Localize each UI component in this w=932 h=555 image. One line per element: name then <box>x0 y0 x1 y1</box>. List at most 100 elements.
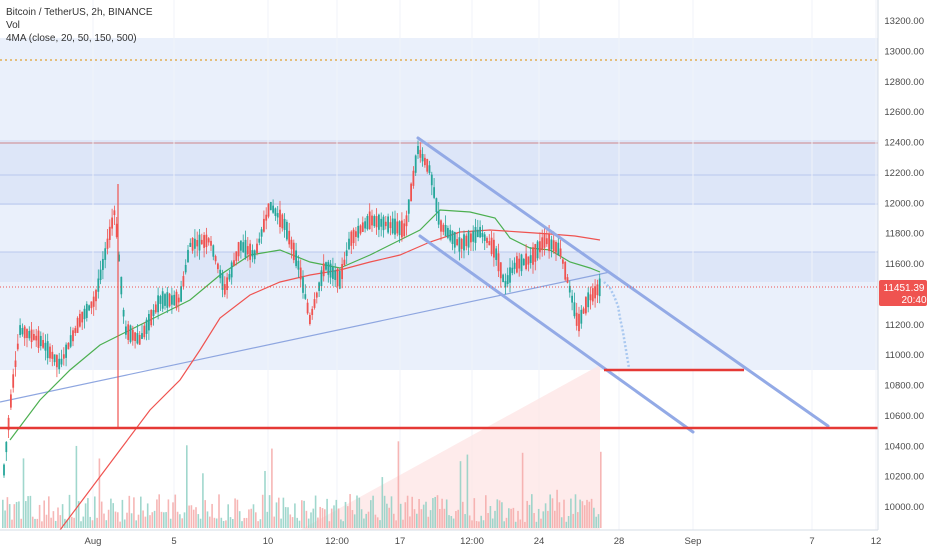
candle-body <box>483 234 486 241</box>
candle-body <box>221 273 224 290</box>
volume-bar <box>266 511 269 528</box>
volume-bar <box>485 495 487 528</box>
candle-body <box>49 346 51 359</box>
candle-body <box>373 216 376 227</box>
volume-bar <box>133 497 135 528</box>
volume-bar <box>229 517 232 528</box>
volume-bar <box>353 514 356 528</box>
candle-body <box>180 286 182 302</box>
candle-body <box>467 231 470 248</box>
volume-bar <box>243 517 246 528</box>
candle-body <box>580 309 583 324</box>
current-price-label: 11451.39 <box>884 283 925 294</box>
candle-body <box>557 242 560 256</box>
channel-lower-line[interactable] <box>418 234 695 434</box>
candle-body <box>148 313 150 331</box>
volume-bar <box>140 496 142 528</box>
volume-bar <box>342 521 344 528</box>
volume-bar <box>455 511 457 528</box>
candle-body <box>177 297 180 303</box>
candle-body <box>46 341 49 359</box>
volume-indicator-label[interactable]: Vol <box>6 20 20 31</box>
volume-bar <box>296 517 298 528</box>
volume-bar <box>13 504 16 528</box>
candle-body <box>173 294 176 306</box>
price-tick-label: 13200.00 <box>884 16 924 27</box>
volume-bar <box>278 497 280 528</box>
candle-body <box>69 335 72 347</box>
volume-bar <box>234 498 236 528</box>
volume-bar <box>448 515 450 528</box>
volume-bar <box>98 458 101 528</box>
candle-body <box>297 260 300 270</box>
volume-bar <box>595 516 597 528</box>
candle-body <box>435 198 438 213</box>
candle-body <box>309 314 311 325</box>
time-tick-label: 12 <box>871 536 882 547</box>
candle-body <box>88 305 90 311</box>
symbol-title[interactable]: Bitcoin / TetherUS, 2h, BINANCE <box>6 7 153 18</box>
ascending-trendline[interactable] <box>0 271 611 403</box>
candle-body <box>283 218 286 231</box>
time-tick-label: 12:00 <box>460 536 484 547</box>
volume-bar <box>25 501 27 528</box>
volume-bar <box>112 503 114 528</box>
candle-body <box>42 340 44 348</box>
candle-body <box>536 241 539 259</box>
candle-body <box>299 267 302 280</box>
candle-body <box>440 220 442 232</box>
candle-body <box>444 225 447 237</box>
candle-body <box>311 308 314 315</box>
candle-body <box>522 258 525 266</box>
volume-bar <box>252 504 255 528</box>
volume-bar <box>282 497 285 528</box>
volume-bar <box>298 520 301 528</box>
channel-upper-line[interactable] <box>416 136 830 428</box>
candle-body <box>175 291 178 309</box>
volume-bar <box>480 515 482 528</box>
candle-body <box>198 234 201 251</box>
candle-body <box>111 217 113 229</box>
candle-body <box>53 354 56 363</box>
volume-bar <box>471 520 473 528</box>
candle-body <box>564 261 567 280</box>
price-tick-label: 10800.00 <box>884 381 924 392</box>
ma-indicator-label[interactable]: 4MA (close, 20, 50, 150, 500) <box>6 33 137 44</box>
candle-body <box>398 221 401 236</box>
price-axis[interactable]: 13200.00 13000.00 12800.00 12600.00 12400.00… <box>877 0 932 530</box>
candle-body <box>322 263 325 277</box>
candle-body <box>125 326 127 335</box>
candle-body <box>481 232 484 237</box>
candle-body <box>302 277 304 293</box>
volume-bar <box>600 451 602 528</box>
volume-bar <box>397 441 400 528</box>
volume-bar <box>305 510 308 528</box>
candle-body <box>182 276 185 287</box>
candle-body <box>421 153 424 162</box>
volume-bar <box>335 499 338 528</box>
volume-bar <box>96 517 98 528</box>
candle-body <box>401 220 403 238</box>
price-tick-label: 11800.00 <box>885 229 924 240</box>
candle-body <box>513 262 516 269</box>
volume-bar <box>330 508 333 528</box>
volume-bar <box>255 512 257 528</box>
candle-body <box>453 231 456 248</box>
candle-body <box>419 149 422 158</box>
candle-body <box>490 237 493 255</box>
volume-bar <box>560 517 563 528</box>
candle-body <box>12 374 15 388</box>
volume-bar <box>583 505 586 528</box>
volume-bar <box>409 516 411 528</box>
candle-body <box>545 238 548 245</box>
volume-bar <box>183 512 186 528</box>
candle-body <box>28 330 31 339</box>
candle-body <box>502 274 504 283</box>
candle-body <box>371 215 373 226</box>
volume-bar <box>197 514 200 528</box>
time-axis[interactable]: Aug 5 10 12:00 17 12:00 24 28 Sep 7 12 <box>0 529 932 550</box>
candle-body <box>382 216 385 231</box>
volume-bar <box>160 511 163 528</box>
